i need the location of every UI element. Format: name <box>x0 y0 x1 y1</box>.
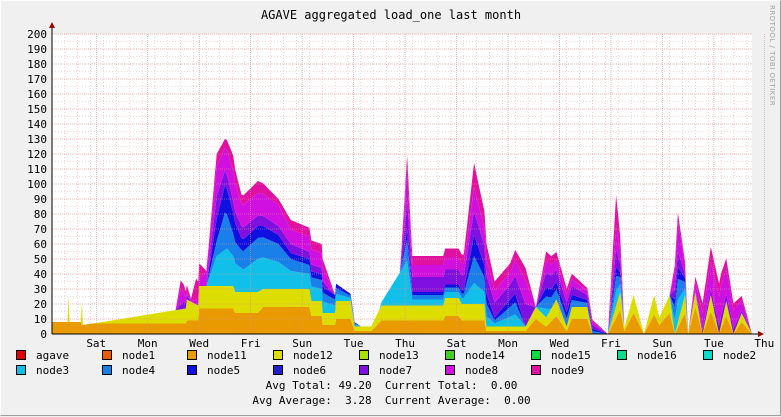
legend-swatch <box>16 365 26 375</box>
x-tick-label: Fri <box>241 337 261 350</box>
y-tick-label: 110 <box>27 163 47 176</box>
summary-totals: Avg Total: 49.20 Current Total: 0.00 <box>265 379 518 392</box>
area-node3 <box>52 248 752 334</box>
legend-swatch <box>273 350 283 360</box>
legend-item-node9: node9 <box>531 364 584 378</box>
y-tick-label: 140 <box>27 118 47 131</box>
legend-label: node5 <box>207 364 241 377</box>
legend-item-node2: node2 <box>703 349 756 363</box>
summary-averages: Avg Average: 3.28 Current Average: 0.00 <box>252 394 531 407</box>
y-tick-label: 40 <box>34 268 47 281</box>
x-tick-label: Thu <box>395 337 415 350</box>
legend-swatch <box>187 350 197 360</box>
legend-label: node13 <box>379 349 419 362</box>
legend-swatch <box>531 350 541 360</box>
y-axis-arrow <box>49 22 55 28</box>
legend-item-node13: node13 <box>359 349 419 363</box>
x-tick-label: Sat <box>86 337 106 350</box>
y-tick-label: 100 <box>27 178 47 191</box>
legend-swatch <box>531 365 541 375</box>
x-tick-label: Tue <box>344 337 364 350</box>
x-tick-label: Wed <box>550 337 570 350</box>
x-tick-label: Mon <box>138 337 158 350</box>
y-tick-label: 160 <box>27 88 47 101</box>
y-tick-label: 20 <box>34 298 47 311</box>
y-tick-label: 30 <box>34 283 47 296</box>
x-tick-label: Sat <box>447 337 467 350</box>
legend-item-node12: node12 <box>273 349 333 363</box>
legend-label: node3 <box>36 364 70 377</box>
y-tick-label: 50 <box>34 253 47 266</box>
legend-item-node11: node11 <box>187 349 247 363</box>
legend-label: node1 <box>122 349 156 362</box>
y-tick-label: 90 <box>34 193 47 206</box>
x-tick-label: Sun <box>292 337 312 350</box>
x-axis-arrow <box>758 331 764 337</box>
x-tick-label: Wed <box>189 337 209 350</box>
x-tick-label: Fri <box>601 337 621 350</box>
legend-label: node9 <box>551 364 585 377</box>
legend-item-node8: node8 <box>445 364 498 378</box>
legend-swatch <box>16 350 26 360</box>
legend-swatch <box>273 365 283 375</box>
y-tick-label: 120 <box>27 148 47 161</box>
legend-item-node14: node14 <box>445 349 505 363</box>
legend-label: node14 <box>465 349 505 362</box>
legend-item-node5: node5 <box>187 364 240 378</box>
legend-label: node2 <box>723 349 757 362</box>
legend-label: node6 <box>293 364 327 377</box>
legend-swatch <box>445 365 455 375</box>
area-node5 <box>52 185 752 334</box>
chart-title: AGAVE aggregated load_one last month <box>261 8 521 22</box>
legend-swatch <box>187 365 197 375</box>
legend-swatch <box>703 350 713 360</box>
legend-item-node4: node4 <box>102 364 155 378</box>
legend-label: node12 <box>293 349 333 362</box>
x-tick-label: Tue <box>704 337 724 350</box>
legend-item-agave: agave <box>16 349 69 363</box>
legend-item-node3: node3 <box>16 364 69 378</box>
y-tick-label: 190 <box>27 43 47 56</box>
legend-label: node11 <box>207 349 247 362</box>
legend-swatch <box>359 350 369 360</box>
y-tick-label: 200 <box>27 28 47 41</box>
area-node12 <box>52 286 752 334</box>
legend-label: agave <box>36 349 70 362</box>
legend-swatch <box>445 350 455 360</box>
x-tick-label: Thu <box>754 337 774 350</box>
x-tick-label: Sun <box>653 337 673 350</box>
legend-label: node7 <box>379 364 413 377</box>
legend-item-node6: node6 <box>273 364 326 378</box>
legend-label: node16 <box>637 349 677 362</box>
x-tick-label: Mon <box>498 337 518 350</box>
area-node7 <box>52 170 752 334</box>
y-tick-label: 170 <box>27 73 47 86</box>
y-tick-label: 70 <box>34 223 47 236</box>
y-tick-label: 60 <box>34 238 47 251</box>
y-tick-label: 10 <box>34 313 47 326</box>
y-tick-label: 80 <box>34 208 47 221</box>
watermark-text: RRDTOOL / TOBI OETIKER <box>768 5 776 107</box>
area-node8 <box>52 148 752 334</box>
legend-label: node15 <box>551 349 591 362</box>
legend-label: node4 <box>122 364 156 377</box>
legend-swatch <box>102 365 112 375</box>
y-tick-label: 150 <box>27 103 47 116</box>
y-tick-label: 0 <box>40 328 47 341</box>
legend-item-node1: node1 <box>102 349 155 363</box>
legend-item-node7: node7 <box>359 364 412 378</box>
y-tick-label: 130 <box>27 133 47 146</box>
legend-label: node8 <box>465 364 499 377</box>
y-tick-label: 180 <box>27 58 47 71</box>
legend-swatch <box>102 350 112 360</box>
legend-item-node16: node16 <box>617 349 677 363</box>
area-node4 <box>52 212 752 334</box>
legend-swatch <box>359 365 369 375</box>
legend-item-node15: node15 <box>531 349 591 363</box>
legend-swatch <box>617 350 627 360</box>
